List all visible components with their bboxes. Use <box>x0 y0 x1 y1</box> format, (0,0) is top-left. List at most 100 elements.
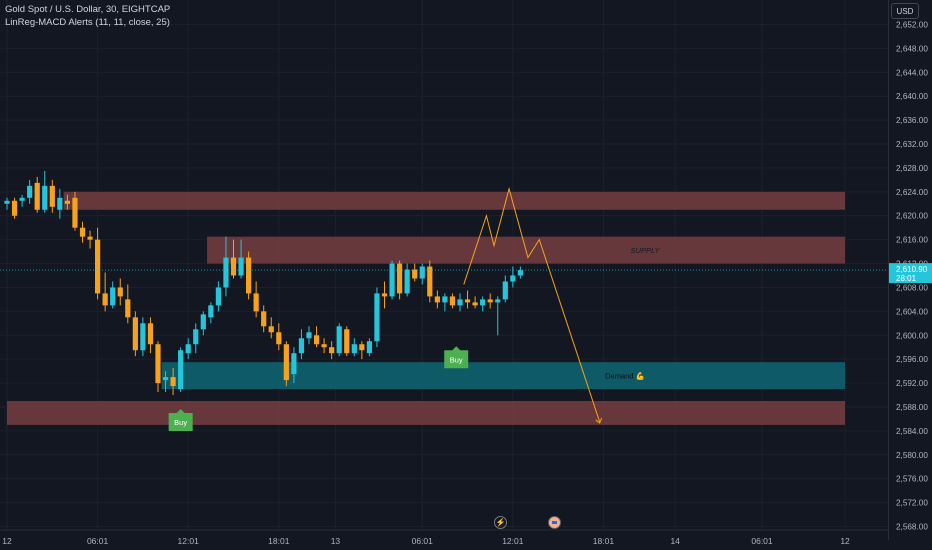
y-tick-label: 2,624.00 <box>896 188 928 197</box>
candle-body <box>419 266 425 279</box>
candle <box>298 329 305 360</box>
y-tick-label: 2,596.00 <box>896 355 928 364</box>
candle <box>4 197 10 210</box>
y-tick-label: 2,588.00 <box>896 403 928 412</box>
y-tick-label: 2,648.00 <box>896 44 928 53</box>
candle <box>34 176 40 213</box>
candle <box>132 311 138 357</box>
candle <box>155 341 161 393</box>
candle-body <box>434 296 440 303</box>
currency-button[interactable]: USD <box>891 3 919 19</box>
candle <box>283 341 289 387</box>
candle <box>102 272 108 312</box>
candle <box>162 371 169 393</box>
time-axis[interactable]: 12 06:01 12:01 18:01 13 06:01 12:01 18:01 14 06:0… <box>0 529 888 546</box>
candle <box>79 221 86 243</box>
candle <box>449 293 456 309</box>
candle-body <box>283 344 289 381</box>
candle-body <box>193 329 199 345</box>
x-tick-label: 06:01 <box>751 536 773 546</box>
candle <box>42 170 48 213</box>
candle <box>57 188 63 219</box>
supply-zone <box>7 401 846 425</box>
zones: SUPPLY Demand 💪 <box>7 191 846 425</box>
y-tick-label: 2,644.00 <box>896 68 928 77</box>
candle <box>313 326 320 348</box>
candle-body <box>147 323 154 345</box>
candle <box>419 263 425 285</box>
candle <box>397 260 403 300</box>
candle <box>223 236 229 297</box>
symbol-title[interactable]: Gold Spot / U.S. Dollar, 30, EIGHTCAP <box>5 4 171 15</box>
x-tick-label: 06:01 <box>87 536 109 546</box>
candle <box>434 290 440 309</box>
last-price-value: 2,610.90 <box>896 265 928 274</box>
candle-body <box>487 299 493 303</box>
y-tick-label: 2,592.00 <box>896 379 928 388</box>
candle-body <box>125 299 131 318</box>
candle-body <box>208 305 214 318</box>
candle <box>95 227 101 300</box>
candle-body <box>261 311 267 327</box>
buy-signals[interactable]: Buy Buy <box>168 346 469 432</box>
projection-path <box>463 186 603 424</box>
candle-body <box>27 185 33 198</box>
x-tick-label: 18:01 <box>268 536 290 546</box>
x-tick-label: 13 <box>331 536 341 546</box>
candle-body <box>449 296 456 306</box>
candle-body <box>140 323 146 351</box>
candle-body <box>178 350 184 390</box>
candle-body <box>291 353 297 375</box>
candle <box>344 326 350 357</box>
candle-body <box>215 287 221 306</box>
candle <box>495 296 501 336</box>
candle <box>464 290 471 309</box>
candle-body <box>366 341 372 354</box>
lightning-icon[interactable]: ⚡ <box>494 516 507 529</box>
candle <box>117 278 123 306</box>
candle-body <box>374 293 380 342</box>
candle-body <box>200 314 206 330</box>
y-tick-label: 2,568.00 <box>896 523 928 532</box>
candle <box>19 194 25 207</box>
candle <box>510 266 516 288</box>
x-tick-label: 12 <box>840 536 850 546</box>
candle-body <box>464 299 471 303</box>
grid <box>0 0 888 530</box>
buy-signal-marker <box>444 346 469 369</box>
candle <box>329 341 335 360</box>
candle-body <box>427 266 433 297</box>
flag-icon[interactable] <box>548 516 561 529</box>
candle <box>480 296 486 312</box>
indicator-legend[interactable]: LinReg-MACD Alerts (11, 11, close, 25) <box>5 17 170 28</box>
candle-body <box>404 269 410 294</box>
candle <box>442 293 448 312</box>
zone-label: Demand 💪 <box>605 372 645 381</box>
candle-body <box>42 185 48 210</box>
candle-body <box>344 329 350 354</box>
zone-label: SUPPLY <box>631 246 661 255</box>
candle <box>457 293 463 312</box>
candle <box>306 326 312 345</box>
projection-line <box>463 186 601 423</box>
candle-body <box>329 347 335 354</box>
candle-body <box>268 326 274 333</box>
candle <box>487 293 493 309</box>
y-tick-label: 2,604.00 <box>896 307 928 316</box>
candle-body <box>412 269 418 279</box>
candle <box>208 302 214 324</box>
candle <box>170 368 176 396</box>
candle-body <box>389 263 395 297</box>
candle-body <box>510 275 516 282</box>
candle-body <box>49 185 55 207</box>
candle-body <box>298 338 305 354</box>
candle <box>268 317 274 339</box>
y-tick-label: 2,576.00 <box>896 475 928 484</box>
candle <box>253 281 259 318</box>
candle <box>87 230 93 249</box>
candle-body <box>238 257 244 276</box>
buy-signal-label: Buy <box>174 418 187 427</box>
candle <box>49 179 55 213</box>
